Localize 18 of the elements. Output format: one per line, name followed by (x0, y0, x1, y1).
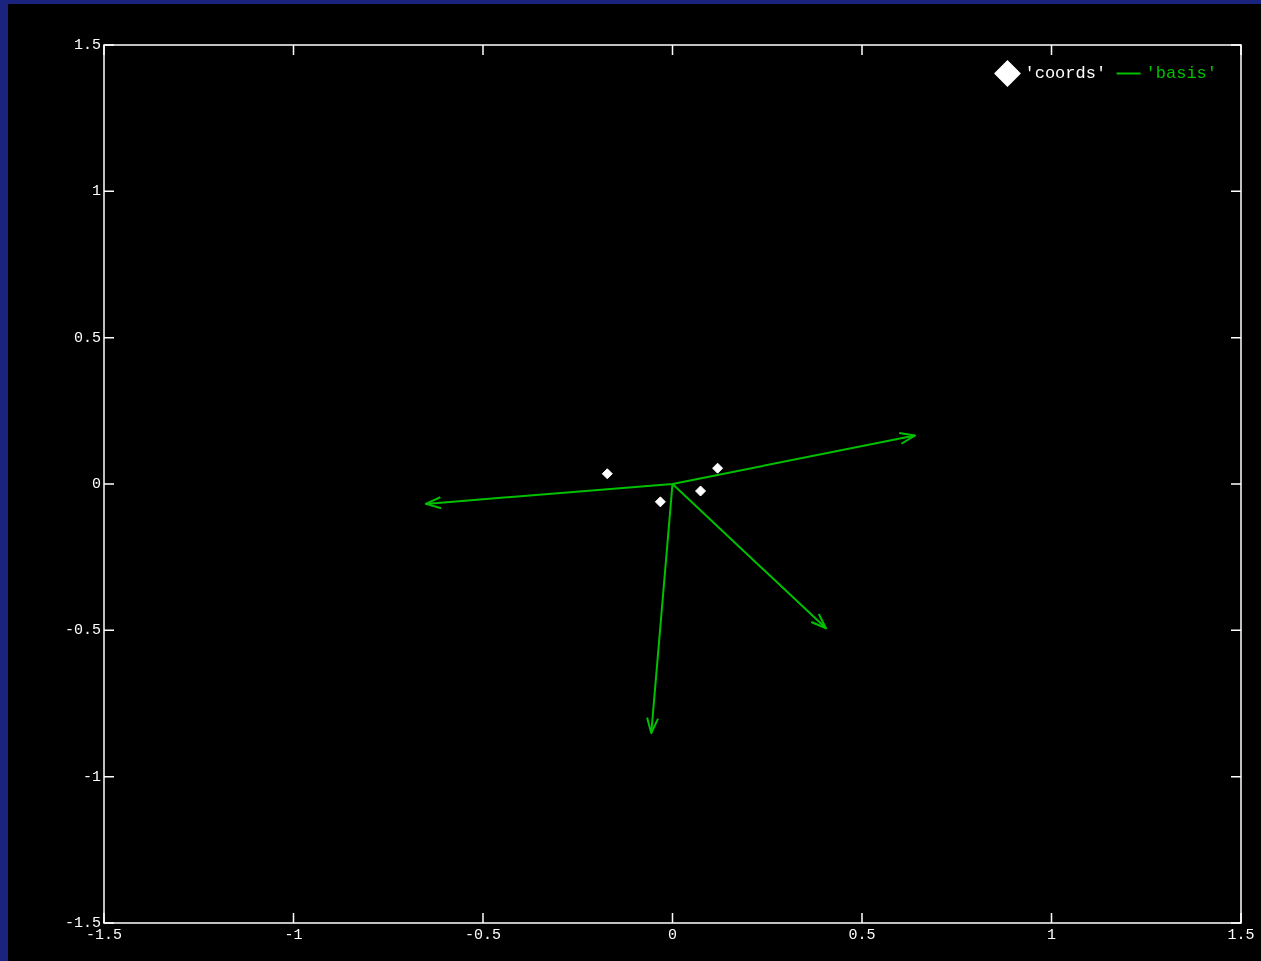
legend-label: 'basis' (1145, 64, 1218, 83)
y-tick-label: 1.5 (73, 36, 101, 54)
point (654, 496, 666, 508)
y-tick-label: 0.5 (73, 329, 101, 347)
y-tick-label: 1 (91, 183, 101, 201)
y-tick-label: -1 (82, 768, 101, 786)
legend-label: 'coords' (1024, 64, 1107, 83)
x-tick-label: 1.5 (1227, 926, 1255, 944)
point (712, 462, 724, 474)
x-tick-label: 0.5 (848, 926, 876, 944)
x-tick-label: -1 (284, 926, 303, 944)
x-tick-label: 1 (1046, 926, 1057, 944)
x-tick-label: -0.5 (464, 926, 502, 944)
y-tick-label: -0.5 (64, 622, 101, 640)
x-tick-label: 0 (667, 926, 678, 944)
y-tick-label: 0 (91, 475, 101, 493)
point (695, 485, 707, 497)
point (601, 468, 613, 480)
